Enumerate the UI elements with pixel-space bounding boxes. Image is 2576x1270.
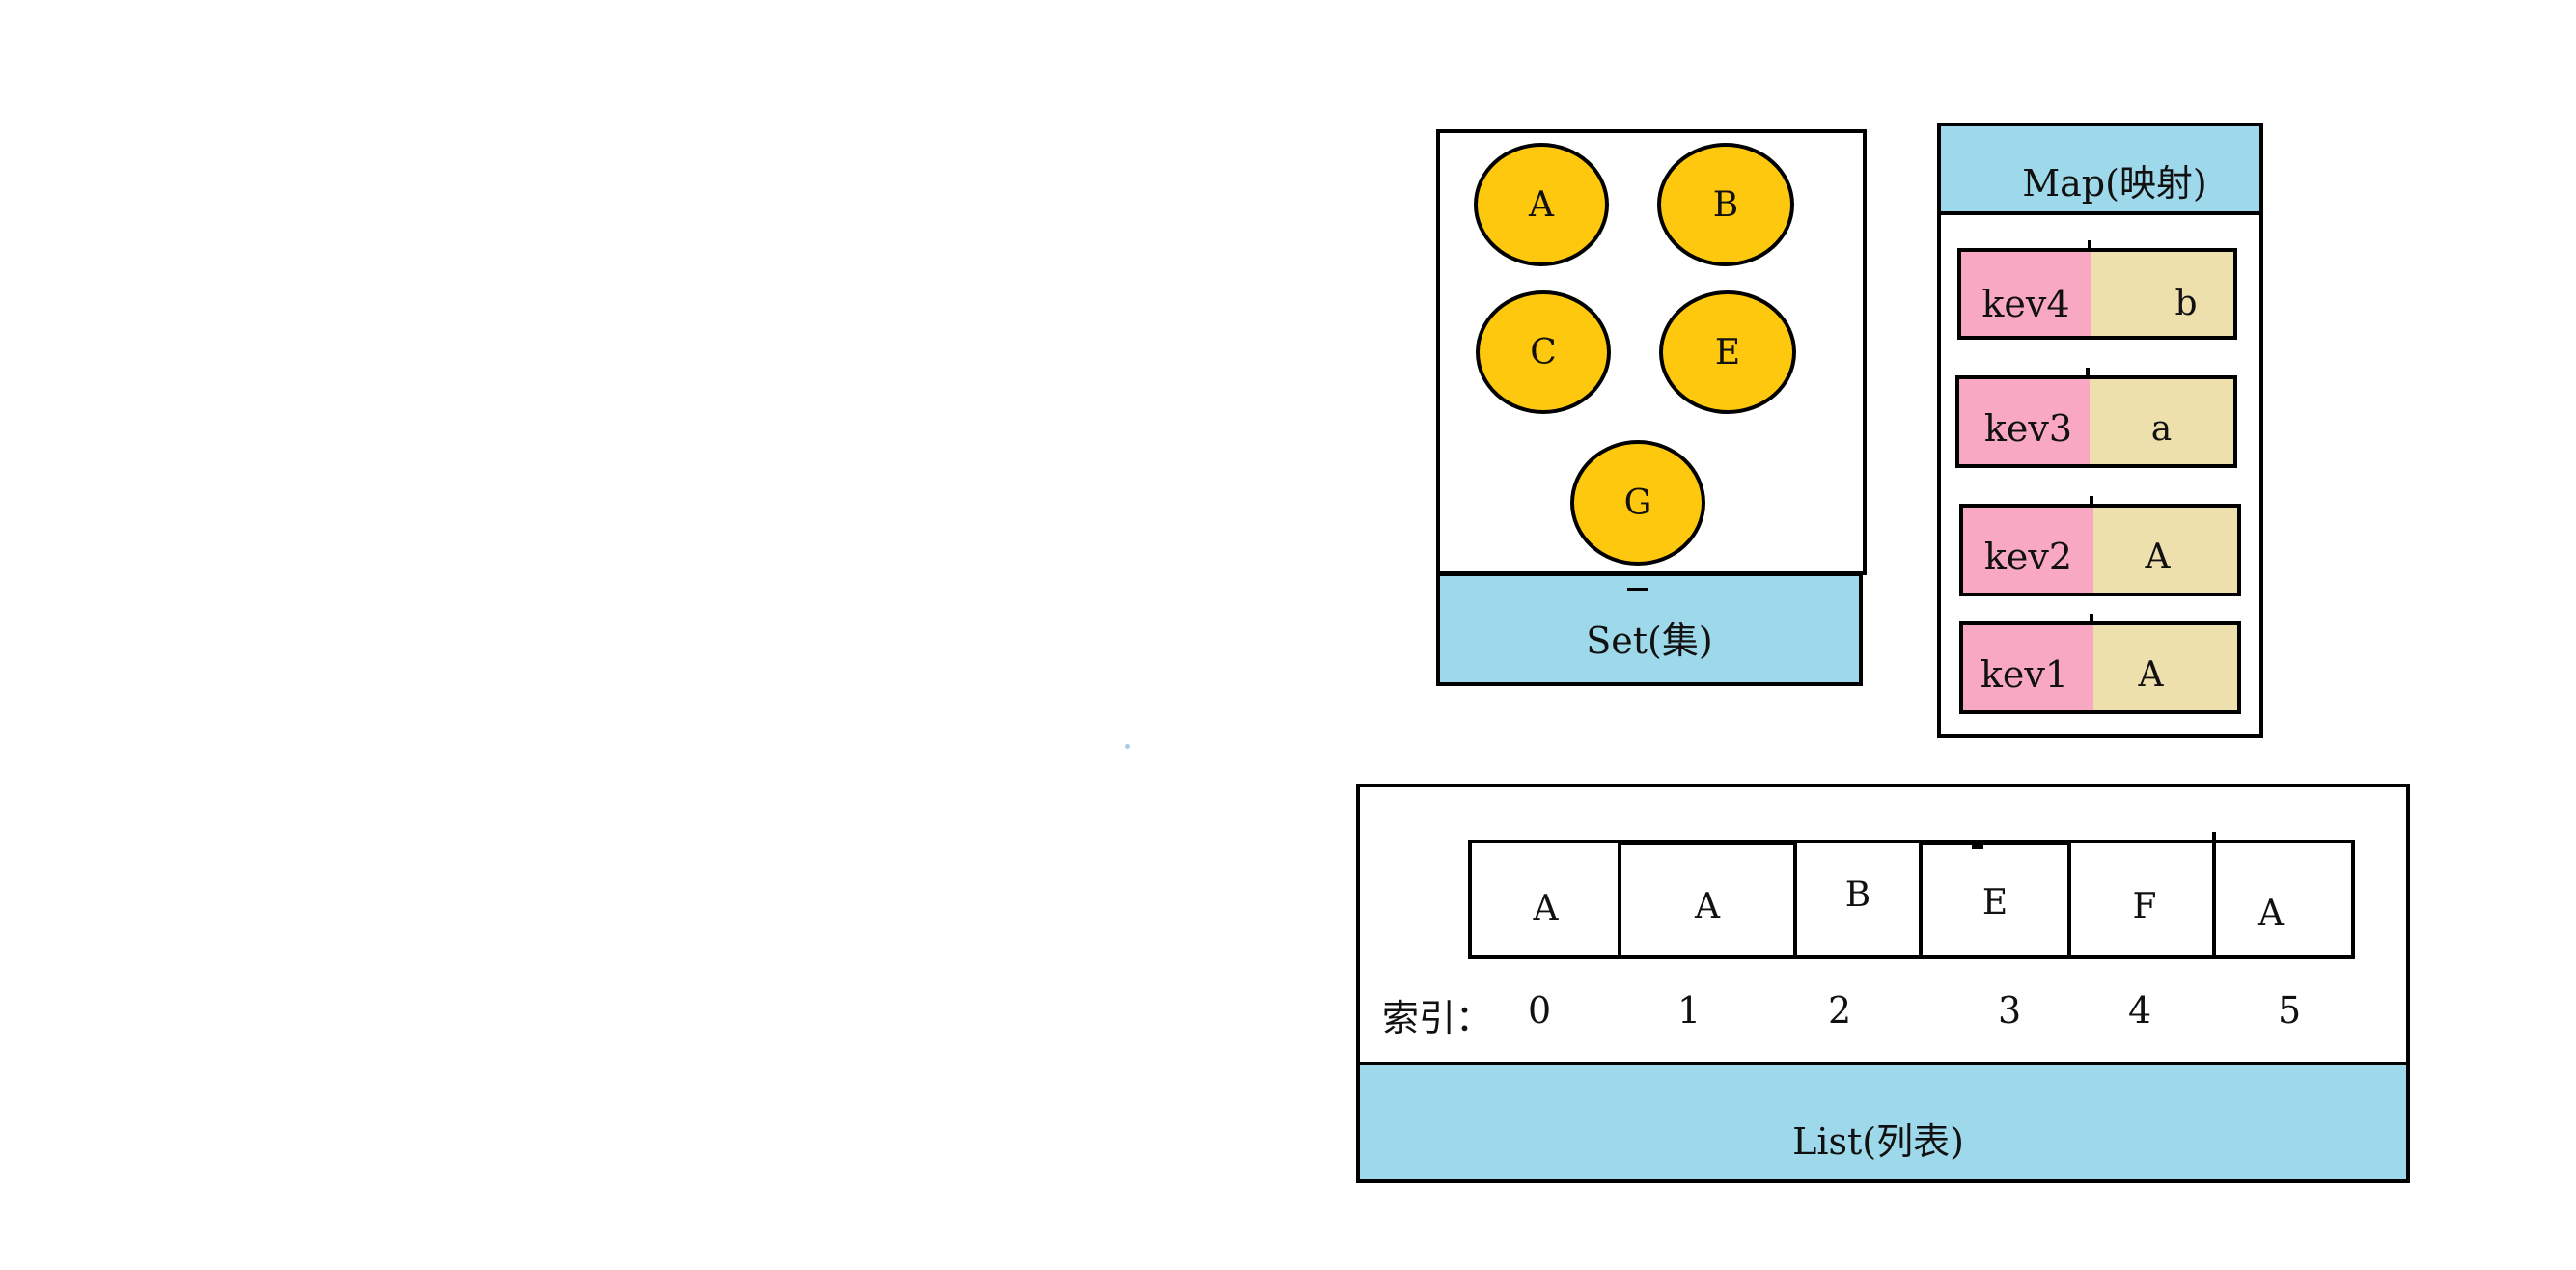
map-value: a <box>2090 379 2233 464</box>
list-cell-tick <box>1972 843 1983 849</box>
map-header: Map(映射) <box>1937 123 2263 215</box>
set-element-circle: G <box>1570 440 1705 566</box>
map-divider-stub <box>2088 240 2091 252</box>
list-cell-label: F <box>2132 886 2157 926</box>
map-key-label: kev2 <box>1983 536 2073 578</box>
list-cell-label: A <box>2258 893 2284 933</box>
list-cell-divider <box>2212 832 2216 959</box>
list-cell-divider <box>1618 840 1621 959</box>
list-cell-divider <box>1793 840 1797 959</box>
list-cell-top-thick <box>1620 840 1795 845</box>
map-value: b <box>2091 252 2233 336</box>
list-cell-label: A <box>1533 888 1559 928</box>
map-key: kev4 <box>1961 252 2094 336</box>
set-element-label: B <box>1712 184 1739 225</box>
map-entry: kev1 A <box>1959 621 2241 714</box>
list-cell-top-thick <box>1921 840 2069 845</box>
map-key: kev1 <box>1963 625 2097 710</box>
set-element-label: E <box>1714 332 1741 373</box>
map-value: A <box>2093 508 2237 593</box>
map-key-label: kev4 <box>1981 282 2070 325</box>
map-divider-stub <box>2086 368 2090 379</box>
map-value-label: A <box>2138 654 2164 695</box>
map-entry: kev2 A <box>1959 504 2241 596</box>
set-element-label: C <box>1530 332 1557 373</box>
list-cell: B <box>1797 843 1919 955</box>
map-key-label: kev1 <box>1980 653 2069 696</box>
map-divider-stub <box>2090 614 2093 625</box>
set-element-label: G <box>1623 483 1652 523</box>
map-key-label: kev3 <box>1983 407 2073 450</box>
list-row <box>1468 840 2355 959</box>
index-number: 4 <box>2128 989 2152 1032</box>
index-number: 5 <box>2278 989 2302 1032</box>
set-element-circle: B <box>1657 143 1794 266</box>
index-number: 0 <box>1528 989 1552 1032</box>
list-title: List(列表) <box>1792 1119 1964 1163</box>
set-element-circle: A <box>1474 143 1609 266</box>
list-cell-label: B <box>1844 874 1871 915</box>
map-value-label: A <box>2145 537 2171 577</box>
map-divider-stub <box>2090 496 2093 508</box>
map-key: kev2 <box>1963 508 2097 593</box>
list-cell-divider <box>1919 840 1923 959</box>
index-number: 3 <box>1998 989 2022 1032</box>
list-cell-label: E <box>1981 882 2008 923</box>
map-key: kev3 <box>1959 379 2093 464</box>
set-element-label: A <box>1529 184 1554 225</box>
list-cell: A <box>2216 843 2351 955</box>
set-element-circle: C <box>1476 290 1611 414</box>
list-cell: A <box>1621 843 1793 955</box>
set-tick-mark <box>1627 588 1648 591</box>
map-title: Map(映射) <box>2022 161 2207 205</box>
list-cell: F <box>2071 843 2212 955</box>
index-number: 1 <box>1677 989 1702 1032</box>
set-element-circle: E <box>1659 290 1796 414</box>
list-cell: E <box>1923 843 2067 955</box>
index-number: 2 <box>1828 989 1852 1032</box>
index-label: 索引： <box>1382 997 1493 1039</box>
set-title: Set(集) <box>1586 619 1713 662</box>
set-header: Set(集) <box>1436 572 1863 686</box>
list-cell: A <box>1472 843 1620 955</box>
list-cell-label: A <box>1695 886 1720 926</box>
map-value: A <box>2093 625 2237 710</box>
map-value-label: b <box>2174 284 2198 323</box>
map-entry: kev3 a <box>1955 375 2237 468</box>
map-value-label: a <box>2150 408 2173 449</box>
stray-dot <box>1125 744 1130 749</box>
list-header: List(列表) <box>1356 1062 2410 1183</box>
list-cell-divider <box>2067 840 2071 959</box>
map-entry: kev4 b <box>1957 248 2237 340</box>
